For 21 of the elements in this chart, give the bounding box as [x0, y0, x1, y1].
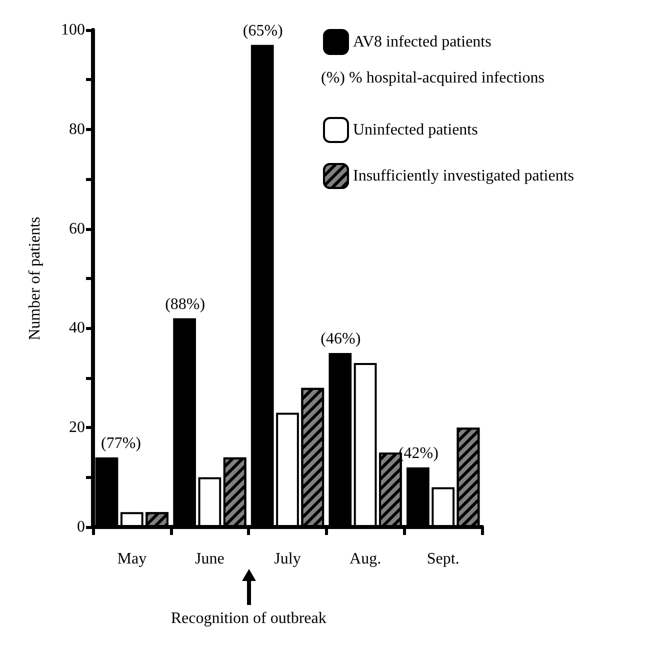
annotation: (88%) [165, 296, 206, 313]
y-tick-label: 0 [77, 518, 85, 536]
annotation: (46%) [320, 330, 361, 348]
x-tick-label: July [274, 550, 301, 568]
y-tick-label: 40 [69, 320, 85, 337]
legend-label: Uninfected patients [353, 122, 478, 138]
text: Recognition of outbreak [170, 609, 328, 629]
y-tick-label: 20 [69, 419, 85, 436]
legend-label: AV8 infected patients [353, 34, 492, 50]
annotation: (77%) [101, 434, 141, 452]
annotation: (65%) [242, 22, 283, 40]
annotation: (%) % hospital-acquired infections [321, 70, 544, 86]
y-tick-label: 60 [69, 220, 85, 238]
x-tick-label: Sept. [426, 550, 460, 568]
x-tick-label: May [117, 550, 147, 568]
y-tick-label: 80 [69, 120, 85, 138]
x-tick-label: June [195, 550, 224, 568]
y-tick-label: 100 [61, 22, 85, 38]
y-axis-title: Number of patients [26, 216, 44, 340]
legend-label: Insufficiently investigated patients [353, 168, 574, 184]
x-tick-label: Aug. [350, 550, 382, 568]
